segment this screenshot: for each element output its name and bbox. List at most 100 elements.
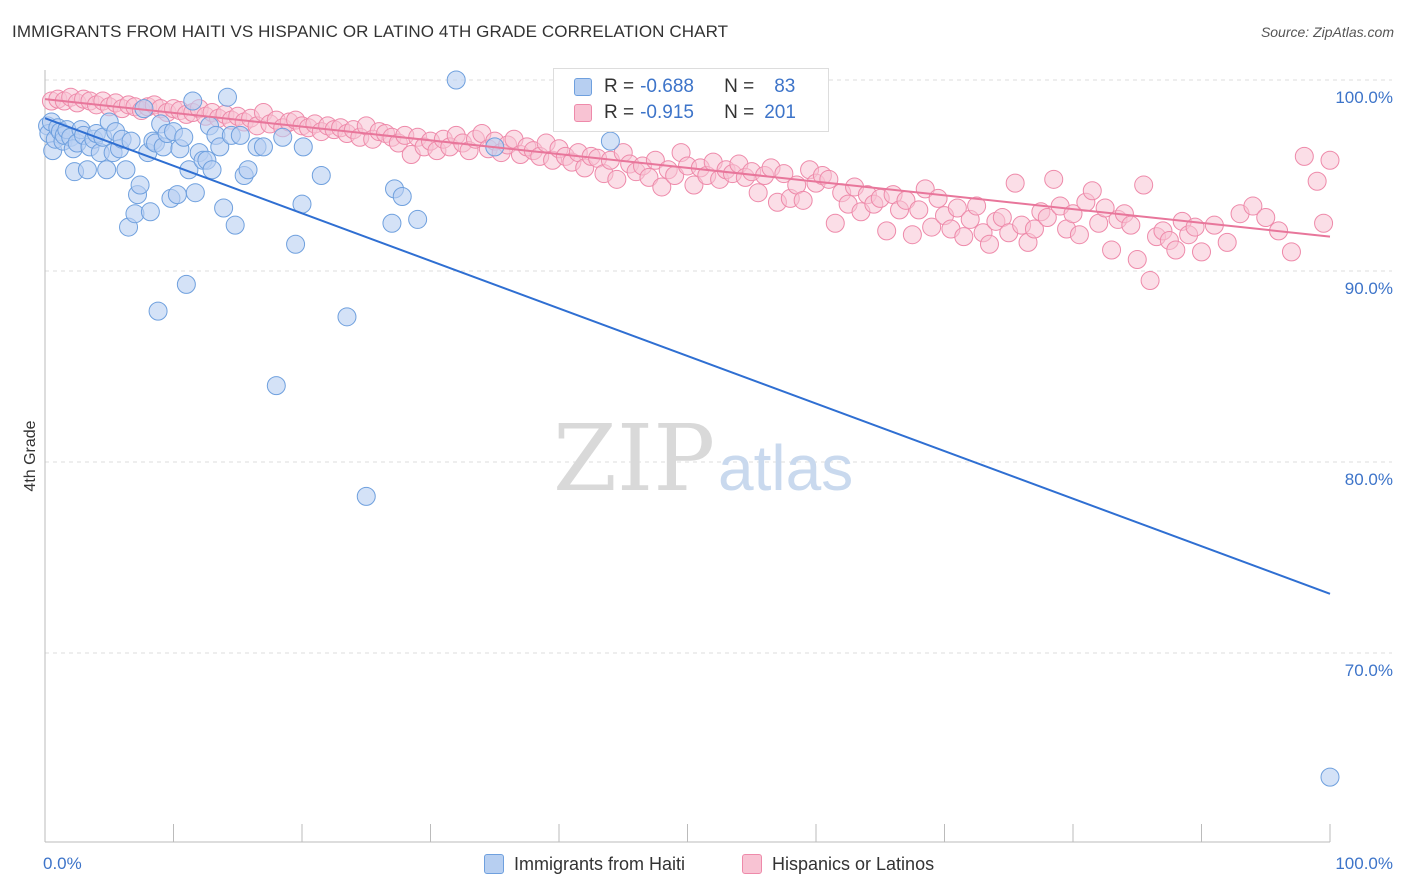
- legend-swatch-hispanics: [574, 104, 592, 122]
- data-point-hispanics: [1102, 240, 1122, 260]
- data-point-haiti: [148, 301, 168, 321]
- data-point-haiti: [116, 160, 136, 180]
- data-point-hispanics: [979, 234, 999, 254]
- data-point-haiti: [1320, 767, 1340, 787]
- data-point-hispanics: [825, 213, 845, 233]
- series-hispanics-points: [41, 87, 1340, 291]
- watermark-atlas: atlas: [718, 432, 853, 504]
- data-point-hispanics: [967, 196, 987, 216]
- data-point-haiti: [140, 202, 160, 222]
- data-point-hispanics: [639, 167, 659, 187]
- data-point-haiti: [446, 70, 466, 90]
- stats-legend-row-haiti: R = -0.688 N = 83: [574, 75, 795, 99]
- y-tick-label: 100.0%: [1335, 88, 1393, 107]
- legend-n-label: N =: [724, 102, 755, 123]
- data-point-haiti: [337, 307, 357, 327]
- data-point-hispanics: [1243, 196, 1263, 216]
- x-tick-label: 0.0%: [43, 854, 82, 873]
- watermark: ZIP atlas: [553, 405, 853, 512]
- data-point-hispanics: [922, 217, 942, 237]
- data-point-haiti: [179, 160, 199, 180]
- data-point-haiti: [185, 183, 205, 203]
- data-point-hispanics: [928, 188, 948, 208]
- data-point-hispanics: [1069, 225, 1089, 245]
- data-point-hispanics: [1192, 242, 1211, 262]
- data-point-hispanics: [1140, 271, 1160, 291]
- bottom-legend-swatch-haiti: [484, 854, 504, 874]
- data-point-haiti: [230, 125, 250, 145]
- data-point-haiti: [217, 87, 237, 107]
- legend-n-value: 83: [774, 76, 796, 97]
- data-point-hispanics: [954, 227, 974, 247]
- legend-r-label: R =: [604, 102, 635, 123]
- data-point-hispanics: [819, 169, 839, 189]
- data-point-haiti: [408, 209, 428, 229]
- data-point-hispanics: [1166, 240, 1186, 260]
- data-point-haiti: [214, 198, 234, 218]
- data-point-hispanics: [1281, 242, 1301, 262]
- legend-n-label: N =: [724, 76, 755, 97]
- x-tick-label: 100.0%: [1335, 854, 1393, 873]
- data-point-haiti: [176, 274, 196, 294]
- legend-swatch-haiti: [574, 78, 592, 96]
- data-point-hispanics: [1082, 181, 1102, 201]
- bottom-legend-label-hispanics: Hispanics or Latinos: [772, 853, 935, 874]
- data-point-hispanics: [1314, 213, 1334, 233]
- data-point-hispanics: [1294, 146, 1314, 166]
- data-point-hispanics: [607, 169, 627, 189]
- legend-r-value: -0.915: [640, 102, 694, 123]
- y-axis-title: 4th Grade: [22, 420, 39, 491]
- data-point-hispanics: [793, 190, 813, 210]
- trend-line-haiti: [44, 117, 1331, 595]
- data-point-hispanics: [1127, 250, 1147, 270]
- data-point-haiti: [167, 185, 187, 205]
- data-point-hispanics: [877, 221, 897, 241]
- data-point-haiti: [286, 234, 306, 254]
- data-point-haiti: [356, 486, 376, 506]
- data-point-hispanics: [1024, 219, 1044, 239]
- data-point-hispanics: [684, 175, 704, 195]
- data-point-haiti: [202, 160, 222, 180]
- data-point-haiti: [382, 213, 402, 233]
- stats-legend: R = -0.688 N = 83 R = -0.915 N = 201: [553, 68, 829, 132]
- x-axis: 0.0% 100.0%: [43, 70, 1393, 873]
- data-point-hispanics: [1307, 171, 1327, 191]
- legend-n-value: 201: [764, 102, 796, 123]
- data-point-hispanics: [909, 200, 929, 220]
- y-tick-label: 70.0%: [1345, 661, 1393, 680]
- data-point-haiti: [210, 137, 230, 157]
- data-point-hispanics: [947, 198, 967, 218]
- data-point-haiti: [311, 166, 331, 185]
- data-point-hispanics: [1217, 232, 1237, 252]
- data-point-haiti: [238, 160, 258, 180]
- gridlines: [45, 79, 1392, 654]
- y-tick-label: 80.0%: [1345, 470, 1393, 489]
- data-point-haiti: [273, 127, 293, 147]
- data-point-haiti: [293, 137, 313, 157]
- data-point-haiti: [77, 160, 97, 180]
- data-point-haiti: [266, 376, 286, 396]
- legend-r-value: -0.688: [640, 76, 694, 97]
- data-point-hispanics: [1256, 208, 1276, 228]
- data-point-hispanics: [748, 183, 768, 203]
- data-point-hispanics: [652, 177, 672, 197]
- data-point-hispanics: [1037, 208, 1057, 228]
- watermark-zip: ZIP: [553, 405, 715, 512]
- y-tick-labels: 70.0% 80.0% 90.0% 100.0%: [1335, 88, 1393, 680]
- trend-lines: [44, 98, 1331, 595]
- data-point-haiti: [225, 215, 245, 235]
- data-point-hispanics: [1044, 169, 1064, 189]
- legend-r-label: R =: [604, 76, 635, 97]
- data-point-haiti: [174, 127, 194, 147]
- data-point-hispanics: [1121, 215, 1141, 235]
- data-point-hispanics: [1005, 173, 1025, 193]
- bottom-legend-haiti: Immigrants from Haiti: [484, 852, 685, 876]
- bottom-legend-swatch-hispanics: [742, 854, 762, 874]
- data-point-hispanics: [1320, 150, 1340, 170]
- bottom-legend-label-haiti: Immigrants from Haiti: [514, 853, 686, 874]
- data-point-haiti: [130, 175, 150, 195]
- chart-source: Source: ZipAtlas.com: [1260, 24, 1394, 40]
- data-point-haiti: [97, 160, 117, 180]
- y-tick-label: 90.0%: [1345, 279, 1393, 298]
